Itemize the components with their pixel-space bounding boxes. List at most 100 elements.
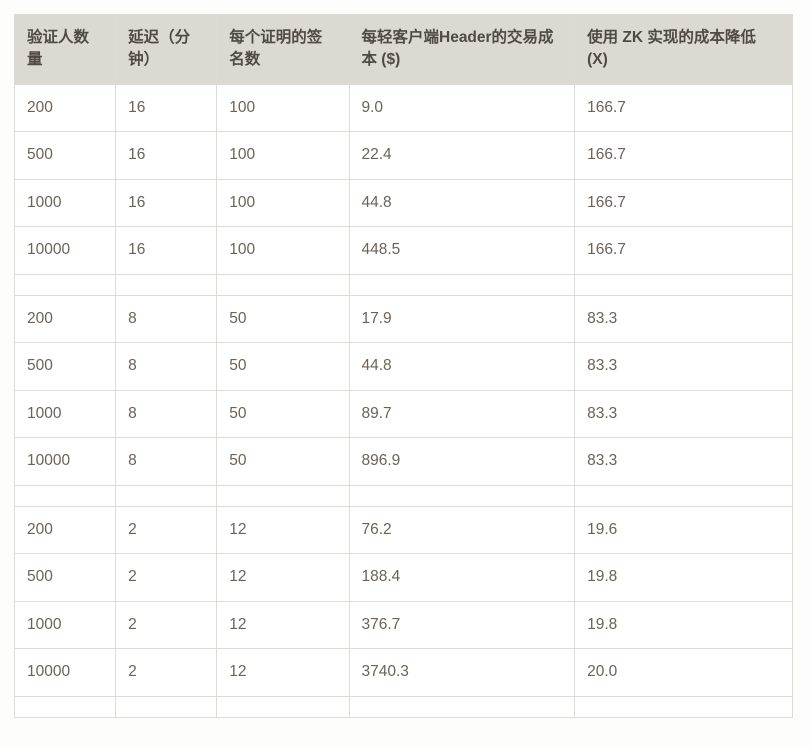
spacer-row (15, 696, 793, 717)
table-cell: 200 (15, 295, 116, 342)
table-row: 10001610044.8166.7 (15, 179, 793, 226)
table-cell: 1000 (15, 601, 116, 648)
table-row: 5001610022.4166.7 (15, 132, 793, 179)
header-tx-cost: 每轻客户端Header的交易成本 ($) (349, 15, 575, 85)
table-row: 50085044.883.3 (15, 343, 793, 390)
table-cell (575, 696, 793, 717)
table-row: 200161009.0166.7 (15, 84, 793, 131)
table-cell: 8 (116, 438, 217, 485)
table-cell: 100 (217, 179, 349, 226)
table-cell (575, 274, 793, 295)
table-cell: 16 (116, 84, 217, 131)
table-cell: 16 (116, 179, 217, 226)
table-cell: 166.7 (575, 84, 793, 131)
table-cell: 376.7 (349, 601, 575, 648)
table-cell: 166.7 (575, 227, 793, 274)
table-row: 20021276.219.6 (15, 506, 793, 553)
table-cell (349, 485, 575, 506)
table-cell: 50 (217, 390, 349, 437)
table-cell: 12 (217, 649, 349, 696)
table-cell: 89.7 (349, 390, 575, 437)
table-cell: 50 (217, 343, 349, 390)
table-cell: 10000 (15, 438, 116, 485)
table-cell: 12 (217, 601, 349, 648)
table-cell: 83.3 (575, 438, 793, 485)
spacer-row (15, 274, 793, 295)
table-cell: 2 (116, 649, 217, 696)
table-cell (116, 274, 217, 295)
table-cell: 1000 (15, 179, 116, 226)
table-cell (15, 274, 116, 295)
page-container: 验证人数量 延迟（分钟） 每个证明的签名数 每轻客户端Header的交易成本 (… (0, 0, 811, 740)
table-cell (349, 696, 575, 717)
table-cell: 12 (217, 506, 349, 553)
table-cell (217, 274, 349, 295)
table-row: 500212188.419.8 (15, 554, 793, 601)
table-cell: 200 (15, 506, 116, 553)
table-cell: 19.8 (575, 601, 793, 648)
table-cell: 44.8 (349, 179, 575, 226)
table-cell: 8 (116, 343, 217, 390)
header-row: 验证人数量 延迟（分钟） 每个证明的签名数 每轻客户端Header的交易成本 (… (15, 15, 793, 85)
table-cell: 8 (116, 390, 217, 437)
table-row: 1000016100448.5166.7 (15, 227, 793, 274)
table-row: 10000850896.983.3 (15, 438, 793, 485)
header-zk-savings: 使用 ZK 实现的成本降低 (X) (575, 15, 793, 85)
table-cell: 17.9 (349, 295, 575, 342)
table-cell: 896.9 (349, 438, 575, 485)
table-cell: 16 (116, 132, 217, 179)
table-cell: 200 (15, 84, 116, 131)
table-cell: 83.3 (575, 343, 793, 390)
table-cell: 8 (116, 295, 217, 342)
table-cell: 76.2 (349, 506, 575, 553)
spacer-row (15, 485, 793, 506)
table-cell: 12 (217, 554, 349, 601)
table-cell: 20.0 (575, 649, 793, 696)
table-cell: 166.7 (575, 132, 793, 179)
table-cell (15, 696, 116, 717)
table-cell: 100 (217, 227, 349, 274)
table-cell: 500 (15, 554, 116, 601)
table-cell: 10000 (15, 227, 116, 274)
table-cell: 166.7 (575, 179, 793, 226)
cost-comparison-table: 验证人数量 延迟（分钟） 每个证明的签名数 每轻客户端Header的交易成本 (… (14, 14, 793, 718)
table-cell: 500 (15, 343, 116, 390)
table-cell: 1000 (15, 390, 116, 437)
table-row: 20085017.983.3 (15, 295, 793, 342)
table-cell: 500 (15, 132, 116, 179)
table-cell: 19.8 (575, 554, 793, 601)
header-validators: 验证人数量 (15, 15, 116, 85)
header-latency: 延迟（分钟） (116, 15, 217, 85)
table-cell: 16 (116, 227, 217, 274)
table-cell: 50 (217, 438, 349, 485)
table-row: 1000212376.719.8 (15, 601, 793, 648)
table-body: 200161009.0166.75001610022.4166.71000161… (15, 84, 793, 717)
table-cell: 3740.3 (349, 649, 575, 696)
table-cell (116, 696, 217, 717)
table-cell: 83.3 (575, 295, 793, 342)
table-cell: 19.6 (575, 506, 793, 553)
table-row: 100002123740.320.0 (15, 649, 793, 696)
table-cell (217, 485, 349, 506)
table-cell: 2 (116, 601, 217, 648)
table-cell: 10000 (15, 649, 116, 696)
table-cell: 50 (217, 295, 349, 342)
table-cell (116, 485, 217, 506)
table-head: 验证人数量 延迟（分钟） 每个证明的签名数 每轻客户端Header的交易成本 (… (15, 15, 793, 85)
table-cell (15, 485, 116, 506)
table-cell: 100 (217, 84, 349, 131)
table-row: 100085089.783.3 (15, 390, 793, 437)
table-cell: 22.4 (349, 132, 575, 179)
table-cell (217, 696, 349, 717)
table-cell (575, 485, 793, 506)
table-cell: 2 (116, 554, 217, 601)
table-cell: 2 (116, 506, 217, 553)
table-cell: 448.5 (349, 227, 575, 274)
table-cell: 188.4 (349, 554, 575, 601)
table-cell: 100 (217, 132, 349, 179)
header-signatures: 每个证明的签名数 (217, 15, 349, 85)
table-cell: 9.0 (349, 84, 575, 131)
table-cell: 83.3 (575, 390, 793, 437)
table-cell: 44.8 (349, 343, 575, 390)
table-cell (349, 274, 575, 295)
